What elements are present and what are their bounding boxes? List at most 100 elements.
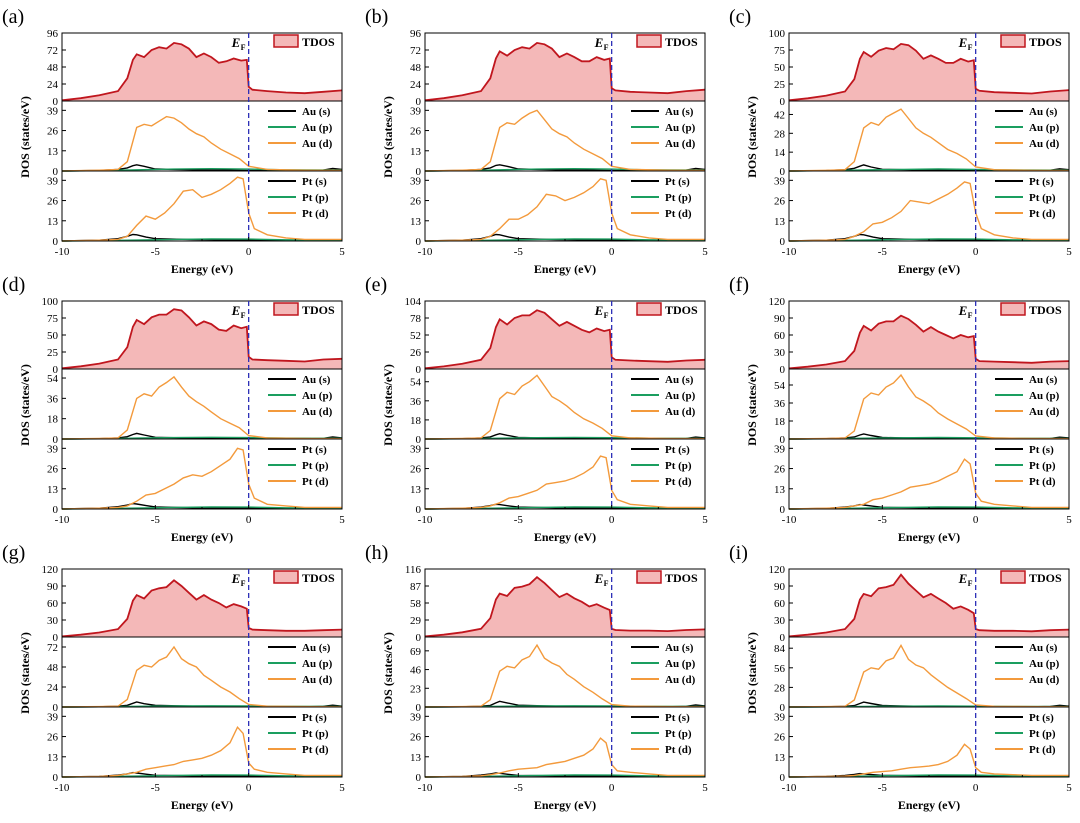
y-axis-label: DOS (states/eV)	[745, 364, 759, 446]
panel-label: (b)	[365, 6, 388, 28]
legend-label: Pt (d)	[1029, 208, 1056, 220]
y-tick-label: 39	[47, 711, 59, 723]
legend-label: TDOS	[1029, 571, 1062, 585]
legend-label: TDOS	[1029, 35, 1062, 49]
y-tick-label: 0	[53, 772, 59, 784]
legend-label: Au (s)	[302, 374, 331, 386]
y-tick-label: 0	[780, 504, 786, 516]
y-tick-label: 30	[774, 347, 786, 359]
x-tick-label: 5	[702, 514, 708, 526]
legend-label: Au (p)	[1029, 658, 1060, 670]
y-tick-label: 50	[47, 330, 59, 342]
y-tick-label: 120	[769, 564, 786, 576]
series-line-tdos	[424, 576, 706, 638]
legend-label: Pt (d)	[665, 208, 692, 220]
x-tick-label: 0	[246, 246, 252, 258]
panel-a: (a) 0 24 48 72 96 TDOS E F 0 13 26 39 Au (s) Au (p) Au …	[2, 6, 345, 276]
series-line-tdos	[424, 309, 706, 370]
fermi-level-label: E	[231, 571, 241, 586]
y-tick-label: 75	[774, 45, 786, 57]
tdos-fill-area	[62, 580, 342, 637]
y-tick-label: 100	[42, 296, 59, 308]
y-tick-label: 0	[53, 364, 59, 376]
y-tick-label: 0	[780, 364, 786, 376]
series-line-au-d	[788, 643, 1070, 708]
legend-swatch	[636, 570, 662, 584]
x-tick-label: 0	[609, 514, 615, 526]
y-tick-label: 72	[47, 45, 58, 57]
legend-label: Pt (d)	[1029, 744, 1056, 756]
y-tick-label: 13	[774, 216, 786, 228]
series-line-au-d	[424, 374, 706, 440]
y-tick-label: 0	[416, 504, 422, 516]
y-tick-label: 84	[774, 643, 786, 655]
legend-label: TDOS	[665, 35, 698, 49]
y-tick-label: 0	[780, 772, 786, 784]
y-tick-label: 13	[410, 752, 422, 764]
y-axis-label: DOS (states/eV)	[18, 632, 32, 714]
legend-label: Pt (s)	[1029, 712, 1054, 724]
y-axis-label: DOS (states/eV)	[18, 96, 32, 178]
fermi-level-subscript: F	[968, 579, 973, 588]
legend-label: Pt (p)	[302, 460, 329, 472]
legend-label: Pt (d)	[665, 476, 692, 488]
y-tick-label: 0	[53, 236, 59, 248]
au-pdos-subplot: 0 13 26 39 Au (s) Au (p) Au (d)	[47, 100, 343, 178]
x-axis-label: Energy (eV)	[534, 262, 596, 276]
y-tick-label: 28	[774, 682, 786, 694]
legend-label: Au (d)	[1029, 674, 1060, 686]
x-tick-label: -10	[55, 782, 70, 794]
y-tick-label: 0	[416, 166, 422, 178]
x-tick-label: -5	[151, 246, 161, 258]
x-axis-label: Energy (eV)	[534, 798, 596, 812]
fermi-level-subscript: F	[604, 43, 609, 52]
x-tick-label: 0	[246, 514, 252, 526]
x-tick-label: -5	[514, 514, 524, 526]
y-tick-label: 18	[774, 416, 786, 428]
y-tick-label: 39	[47, 105, 59, 117]
y-tick-label: 69	[410, 646, 422, 658]
subplot-frame	[424, 170, 706, 242]
y-tick-label: 60	[774, 330, 786, 342]
au-pdos-subplot: 0 23 46 69 Au (s) Au (p) Au (d)	[410, 636, 706, 714]
legend-label: Pt (s)	[302, 712, 327, 724]
legend-label: Au (p)	[665, 658, 696, 670]
x-tick-label: -10	[418, 782, 433, 794]
x-tick-label: -5	[151, 782, 161, 794]
legend-label: TDOS	[665, 303, 698, 317]
x-tick-label: 5	[1066, 782, 1072, 794]
panel-label: (g)	[2, 542, 25, 564]
y-tick-label: 120	[42, 564, 59, 576]
tdos-subplot: 0 24 48 72 96 TDOS E F	[47, 28, 343, 108]
y-tick-label: 30	[774, 615, 786, 627]
x-tick-label: 0	[246, 782, 252, 794]
legend-swatch	[273, 34, 299, 48]
y-tick-label: 28	[774, 128, 786, 140]
x-tick-label: -10	[418, 514, 433, 526]
legend-label: Pt (p)	[1029, 728, 1056, 740]
series-line-au-d	[788, 108, 1070, 172]
y-tick-label: 90	[774, 581, 786, 593]
y-tick-label: 52	[410, 330, 421, 342]
series-line-pt-d	[424, 737, 705, 778]
x-tick-label: -10	[782, 246, 797, 258]
x-tick-label: 5	[339, 246, 345, 258]
subplot-frame	[61, 368, 343, 440]
x-tick-label: 5	[702, 246, 708, 258]
y-tick-label: 26	[774, 732, 786, 744]
pt-pdos-subplot: 0 13 26 39 Pt (s) Pt (p) Pt (d)	[774, 438, 1070, 516]
series-line-tdos	[61, 41, 343, 102]
au-pdos-subplot: 0 28 56 84 Au (s) Au (p) Au (d)	[774, 636, 1070, 714]
panel-label: (e)	[365, 274, 387, 296]
legend-label: Pt (s)	[1029, 444, 1054, 456]
legend-label: Au (d)	[665, 406, 696, 418]
y-axis-label: DOS (states/eV)	[18, 364, 32, 446]
legend-label: Pt (d)	[302, 476, 329, 488]
legend-label: Au (p)	[1029, 390, 1060, 402]
y-tick-label: 26	[774, 196, 786, 208]
y-tick-label: 26	[47, 126, 59, 138]
subplot-frame	[61, 438, 343, 510]
